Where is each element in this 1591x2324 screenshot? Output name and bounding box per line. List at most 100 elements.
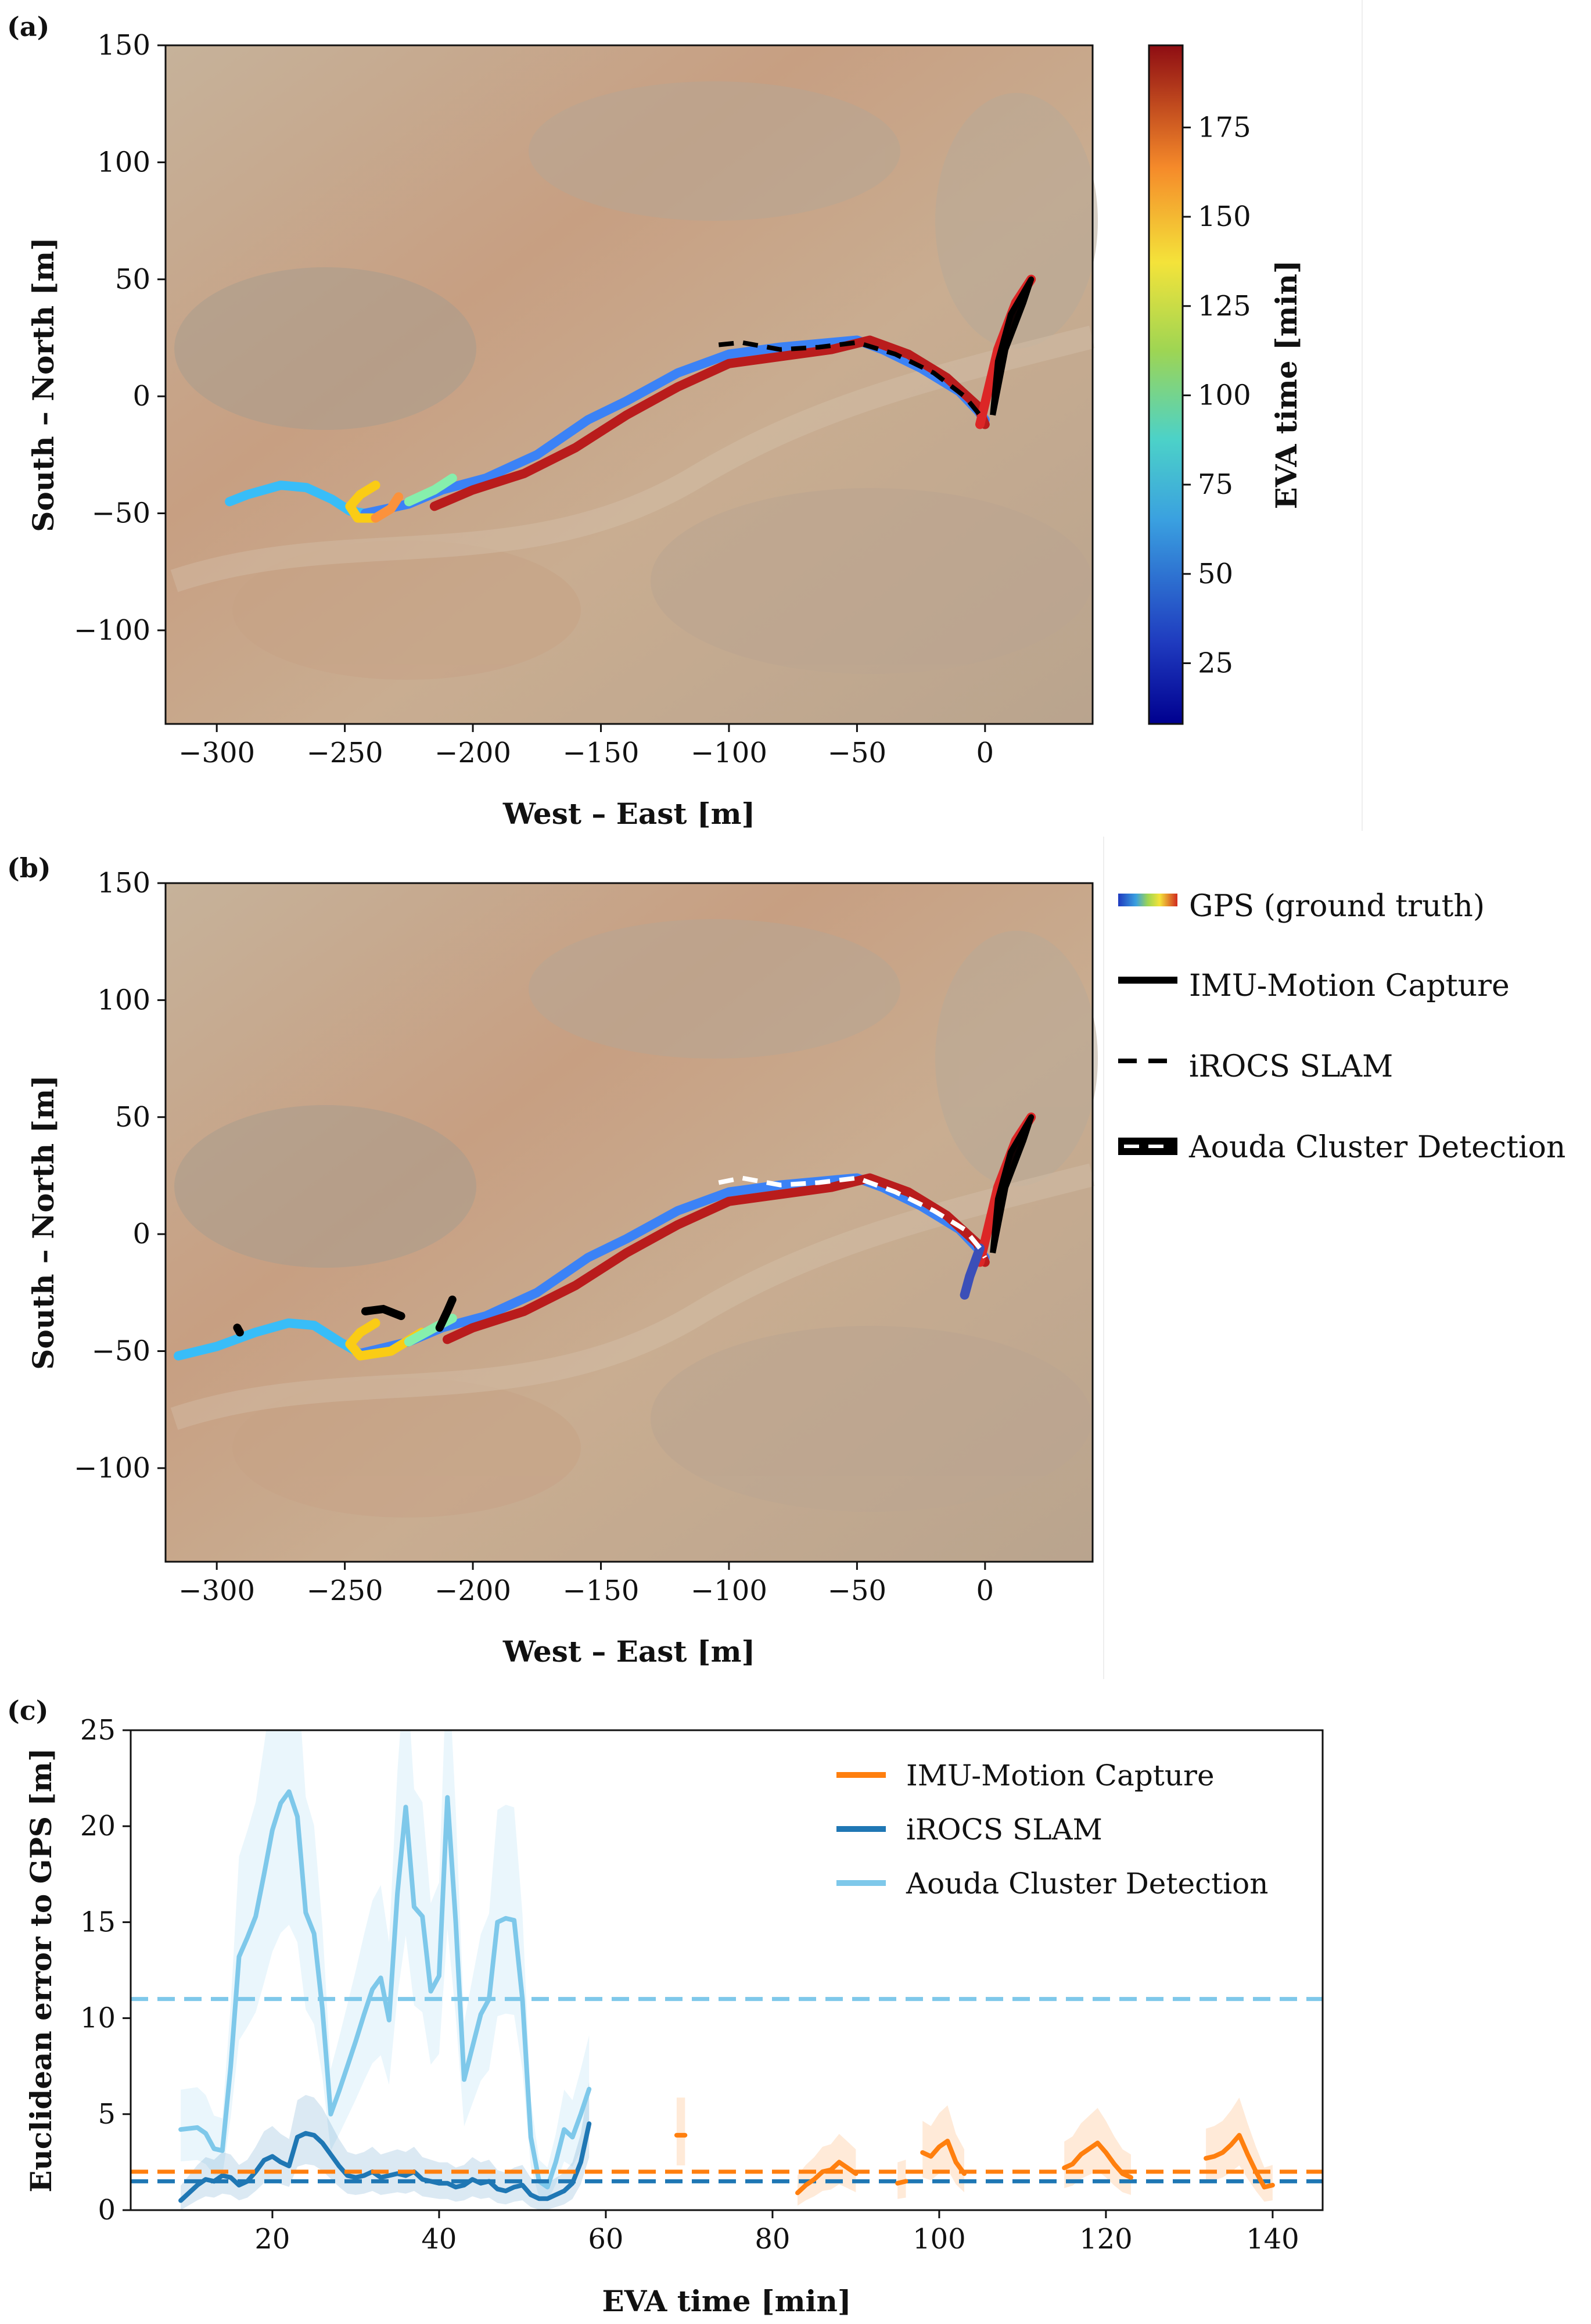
gps-track-segment-b [345,1318,426,1361]
x-tick-label-a: −50 [828,737,886,769]
legend-b-slam-label: iROCS SLAM [1189,1049,1393,1084]
gps-track-segment-a [360,335,990,518]
panel-c-label: (c) [7,1695,49,1726]
x-tick-label-a: −150 [563,737,640,769]
x-tick-label-a: −300 [178,737,255,769]
irocs-slam-track-b [718,1175,987,1259]
cluster-detection-b [361,1304,405,1321]
plot-frame-c [130,1729,1324,2211]
imu-motion-capture-variability-band [922,2105,964,2193]
tracks-a [225,274,1036,523]
colorbar-ticks: 25 50 75 100 125 150 175 [1183,111,1251,679]
legend-b: GPS (ground truth) IMU-Motion Capture iR… [1118,889,1565,1165]
y-ticks-b: 150 100 50 0 −50 −100 [74,867,166,1484]
x-tick-label-a: −250 [307,737,383,769]
imu-motion-capture-track-a [990,276,1035,416]
y-tick-label-b: −50 [92,1335,150,1368]
x-ticks-a: −300 −250 −200 −150 −100 −50 0 [178,724,994,769]
imu-motion-capture-variability-band [897,2160,906,2199]
irocs-slam-track-a [718,340,982,417]
colorbar-tick-label: 25 [1198,647,1233,679]
y-tick-label-c: 15 [80,1906,116,1938]
gps-track-segment-b [960,1243,985,1300]
gps-track-segment-a [371,492,404,523]
x-tick-label-b: −150 [563,1575,640,1607]
colorbar-tick-label: 150 [1198,200,1251,233]
imu-motion-capture-line [895,2179,908,2186]
x-axis-label-a: West – East [m] [502,797,755,831]
cluster-detection-b [435,1295,457,1332]
y-tick-label-a: 0 [132,380,150,413]
y-ticks-c: 0 5 10 15 20 25 [80,1714,131,2226]
imu-motion-capture-line [920,2139,967,2176]
panel-b-label: (b) [7,852,51,884]
y-tick-label-b: −100 [74,1452,150,1484]
x-axis-label-c: EVA time [min] [602,2284,851,2318]
aouda-cluster-detection-variability-band [181,1730,590,2202]
irocs-slam-variability-band [181,2082,590,2210]
x-tick-label-c: 140 [1246,2223,1299,2255]
y-tick-label-c: 0 [98,2194,116,2226]
colorbar-gradient [1148,44,1184,725]
x-tick-label-c: 80 [755,2223,790,2255]
y-tick-label-b: 150 [97,867,150,899]
legend-b-gps-swatch [1118,894,1177,906]
x-tick-label-c: 100 [913,2223,966,2255]
x-ticks-c: 20 40 60 80 100 120 140 [254,2210,1299,2255]
imu-motion-capture-variability-band [676,2097,685,2165]
chart-c: 20 40 60 80 100 120 140 0 5 10 15 20 25 EVA time [m… [24,1714,1324,2318]
gps-track-segment-a [429,335,990,511]
x-tick-label-c: 60 [588,2223,623,2255]
lines-c [131,1789,1323,2203]
x-tick-label-b: −200 [434,1575,511,1607]
y-tick-label-b: 0 [132,1218,150,1250]
colorbar: 25 50 75 100 125 150 175 EVA time [min] [1148,44,1303,725]
gps-track-segment-b [355,1173,990,1358]
map-a: −300 −250 −200 −150 −100 −50 0 150 100 50 0 −50 −10… [26,29,1098,831]
y-tick-label-c: 25 [80,1714,116,1746]
y-tick-label-b: 100 [97,984,150,1016]
x-tick-label-b: −100 [691,1575,767,1607]
y-axis-label-c: Euclidean error to GPS [m] [24,1748,58,2192]
bands-c [181,1730,1273,2210]
y-tick-label-c: 20 [80,1810,116,1842]
imu-motion-capture-line [1204,2133,1275,2190]
legend-c-cluster-label: Aouda Cluster Detection [906,1867,1268,1900]
y-tick-label-a: 100 [97,146,150,178]
gps-track-segment-b [174,1318,365,1361]
y-ticks-a: 150 100 50 0 −50 −100 [74,29,166,647]
colorbar-tick-label: 125 [1198,290,1251,322]
x-tick-label-b: −250 [307,1575,383,1607]
y-tick-label-a: −100 [74,614,150,647]
map-b: −300 −250 −200 −150 −100 −50 0 150 100 50 0 −50 −10… [26,867,1098,1669]
legend-c: IMU-Motion Capture iROCS SLAM Aouda Clus… [836,1759,1268,1900]
plot-frame-b [164,882,1094,1563]
legend-c-slam-label: iROCS SLAM [906,1813,1102,1846]
irocs-slam-line [178,2121,592,2203]
colorbar-tick-label: 50 [1198,558,1233,590]
colorbar-tick-label: 175 [1198,111,1251,144]
x-tick-label-b: −50 [828,1575,886,1607]
x-tick-label-c: 40 [421,2223,457,2255]
cluster-detection-b [233,1324,244,1337]
x-tick-label-c: 120 [1079,2223,1133,2255]
x-tick-label-a: 0 [976,737,994,769]
colorbar-tick-label: 100 [1198,379,1251,411]
y-tick-label-b: 50 [115,1101,150,1134]
gps-track-segment-b [443,1173,990,1344]
y-axis-label-a: South – North [m] [26,237,60,532]
x-axis-label-b: West – East [m] [502,1634,755,1669]
x-ticks-b: −300 −250 −200 −150 −100 −50 0 [178,1562,994,1607]
legend-b-imu-label: IMU-Motion Capture [1189,969,1510,1003]
terrain-texture-a [170,81,1098,680]
y-tick-label-c: 10 [80,2002,116,2035]
colorbar-tick-label: 75 [1198,468,1233,501]
legend-c-imu-label: IMU-Motion Capture [906,1759,1215,1792]
y-axis-label-b: South – North [m] [26,1075,60,1370]
imu-motion-capture-track-b [990,1114,1035,1254]
legend-b-gps-label: GPS (ground truth) [1189,889,1485,924]
colorbar-label: EVA time [min] [1269,260,1303,509]
aouda-cluster-detection-line [178,1789,592,2190]
tracks-b [174,1112,1036,1361]
